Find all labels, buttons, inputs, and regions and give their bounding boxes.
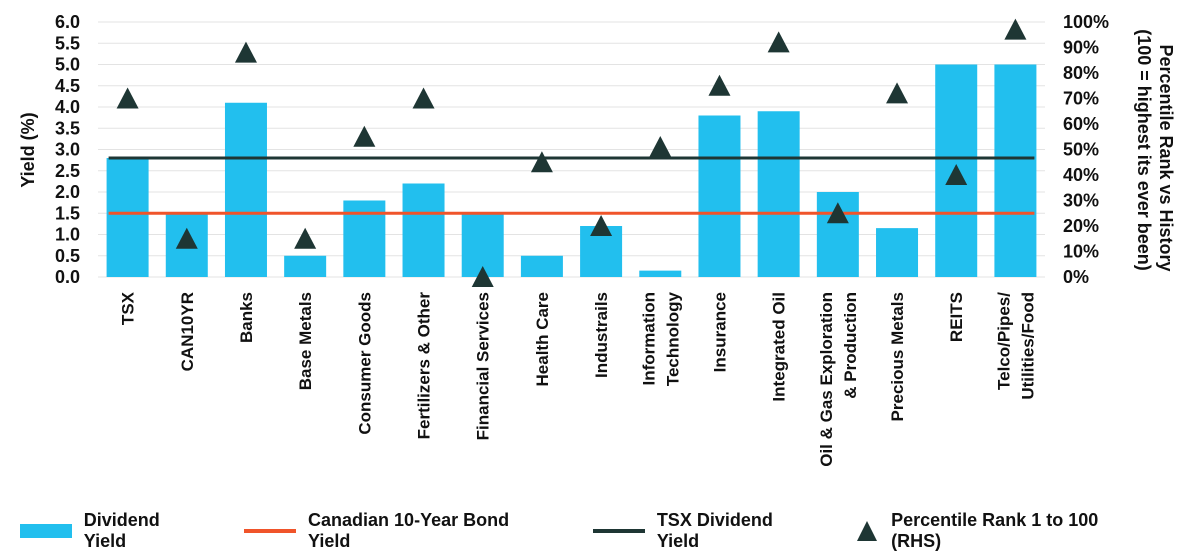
left-tick-label: 3.0 [55, 140, 80, 160]
category-labels: TSX CAN10YR Banks Base Metals Consumer Goods… [119, 291, 1038, 466]
bar [106, 158, 149, 277]
left-tick-label: 4.5 [55, 76, 80, 96]
triangle-marker [649, 135, 672, 157]
triangle-marker [590, 215, 613, 236]
category-label: Oil & Gas Exploration [817, 292, 836, 467]
triangle-marker [412, 87, 435, 109]
left-tick-label: 1.0 [55, 225, 80, 245]
bar [402, 183, 445, 277]
bar [224, 102, 267, 277]
left-axis-ticks: 6.05.55.04.54.03.53.02.52.01.51.00.50.0 [55, 12, 80, 287]
left-tick-label: 2.5 [55, 161, 80, 181]
left-tick-label: 1.5 [55, 203, 80, 223]
legend-item-tsx-dividend-yield: TSX Dividend Yield [593, 510, 819, 552]
category-label: Banks [237, 292, 256, 343]
triangle-marker [294, 227, 317, 249]
legend-label: Percentile Rank 1 to 100 (RHS) [891, 510, 1099, 551]
category-label: Fertilizers & Other [415, 292, 434, 440]
legend-item-bond-yield: Canadian 10-Year Bond Yield [244, 510, 555, 552]
triangle-marker [886, 82, 909, 104]
category-label: Base Metals [296, 292, 315, 390]
bar [520, 255, 563, 277]
right-tick-label: 100% [1063, 12, 1109, 32]
triangle-marker [234, 41, 257, 63]
category-label: REITS [947, 292, 966, 342]
chart-canvas: 6.05.55.04.54.03.53.02.52.01.51.00.50.0 … [18, 12, 1176, 467]
left-tick-label: 0.5 [55, 246, 80, 266]
right-tick-label: 0% [1063, 267, 1089, 287]
left-tick-label: 0.0 [55, 267, 80, 287]
right-tick-label: 10% [1063, 242, 1099, 262]
category-label: Technology [663, 291, 682, 386]
category-label: Utilities/Food [1018, 292, 1037, 400]
legend-swatch-tsx-dividend-yield [593, 529, 645, 533]
category-label: Telco/Pipes/ [994, 292, 1013, 390]
legend-swatch-dividend-yield [20, 524, 72, 538]
bar [639, 270, 682, 277]
bar [698, 115, 741, 277]
right-tick-label: 70% [1063, 89, 1099, 109]
category-label: Health Care [533, 292, 552, 386]
right-tick-label: 30% [1063, 191, 1099, 211]
legend-swatch-bond-yield [244, 529, 297, 533]
legend-item-dividend-yield: Dividend Yield [20, 510, 206, 552]
legend-item-percentile-rank: Percentile Rank 1 to 100 (RHS) [857, 510, 1152, 552]
triangle-marker [530, 151, 553, 173]
category-label: & Production [841, 292, 860, 399]
triangle-marker [175, 227, 198, 249]
left-tick-label: 4.0 [55, 97, 80, 117]
bar [876, 228, 919, 277]
right-tick-label: 50% [1063, 140, 1099, 160]
triangle-marker [945, 164, 968, 185]
right-tick-label: 20% [1063, 216, 1099, 236]
category-label: TSX [119, 291, 138, 325]
legend: Dividend Yield Canadian 10-Year Bond Yie… [20, 510, 1190, 551]
legend-label: Canadian 10-Year Bond Yield [308, 510, 510, 551]
right-tick-label: 80% [1063, 63, 1099, 83]
right-axis-label-line1: Percentile Rank vs History [1156, 44, 1176, 271]
triangle-marker [767, 31, 790, 53]
bar [994, 64, 1037, 277]
triangle-marker [116, 87, 139, 109]
bar [284, 255, 327, 277]
triangle-marker [708, 74, 731, 96]
triangle-marker [1004, 18, 1027, 40]
category-label: Industrails [592, 292, 611, 378]
right-axis-label-line2: (100 = highest its ever been) [1134, 29, 1154, 271]
left-tick-label: 5.5 [55, 33, 80, 53]
triangle-marker [353, 125, 376, 147]
right-axis-ticks: 100% 90% 80% 70% 60% 50% 40% 30% 20% 10% 0% [1063, 12, 1109, 287]
right-tick-label: 60% [1063, 114, 1099, 134]
category-label: Insurance [710, 292, 729, 372]
category-label: Information [639, 292, 658, 386]
left-tick-label: 5.0 [55, 55, 80, 75]
category-label: CAN10YR [178, 292, 197, 371]
left-tick-label: 3.5 [55, 118, 80, 138]
category-label: Financial Services [474, 292, 493, 440]
bar [757, 111, 800, 277]
category-label: Consumer Goods [355, 292, 374, 435]
left-axis-label: Yield (%) [18, 112, 38, 187]
left-tick-label: 6.0 [55, 12, 80, 32]
legend-label: TSX Dividend Yield [656, 510, 773, 551]
triangle-marker [826, 202, 849, 224]
reference-lines [108, 156, 1035, 215]
triangle-icon [857, 521, 878, 541]
category-label: Integrated Oil [770, 292, 789, 402]
right-tick-label: 90% [1063, 38, 1099, 58]
triangle-marker [471, 266, 494, 287]
right-tick-label: 40% [1063, 165, 1099, 185]
percentile-markers [116, 18, 1027, 287]
bar-series [106, 64, 1037, 277]
legend-label: Dividend Yield [83, 510, 160, 551]
left-tick-label: 2.0 [55, 182, 80, 202]
category-label: Precious Metals [888, 292, 907, 421]
